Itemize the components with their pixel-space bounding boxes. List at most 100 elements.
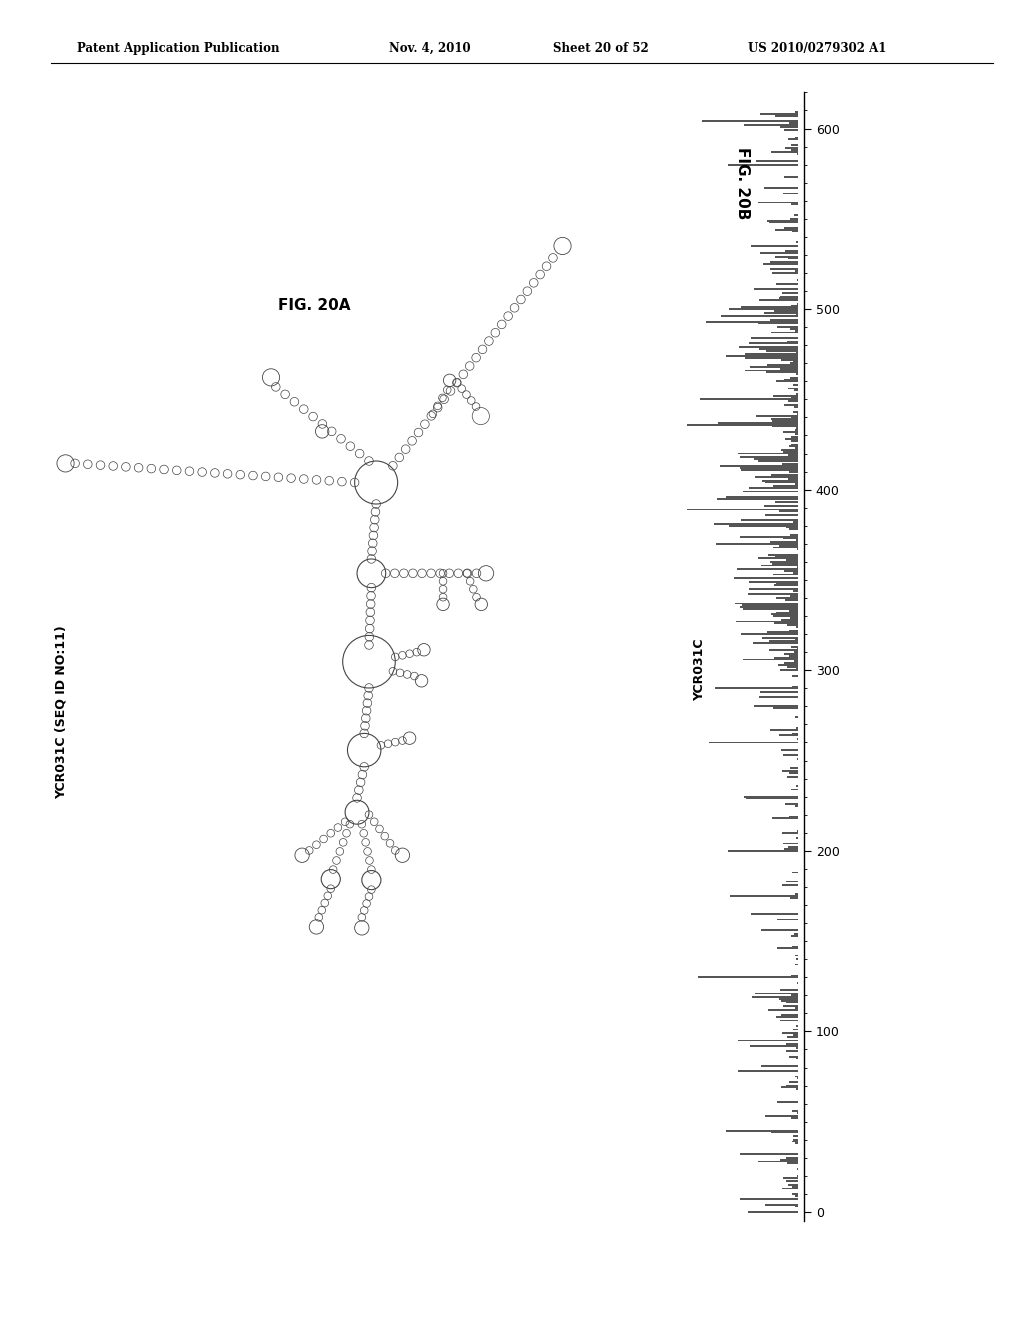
Bar [782, 463, 799, 465]
Bar [773, 708, 799, 709]
Bar [792, 945, 799, 948]
Bar [790, 1081, 799, 1082]
Bar [786, 1051, 799, 1052]
Bar [776, 380, 799, 383]
Bar [770, 561, 799, 562]
Bar [761, 1065, 799, 1067]
Bar [797, 302, 799, 305]
Bar [771, 331, 799, 334]
Bar [749, 581, 799, 582]
Bar [768, 1008, 799, 1011]
Bar [795, 111, 799, 114]
Bar [700, 399, 799, 400]
Bar [788, 388, 799, 389]
Bar [759, 348, 799, 350]
Bar [752, 997, 799, 998]
Bar [795, 1142, 799, 1144]
Bar [793, 871, 799, 874]
Bar [786, 1163, 799, 1164]
Bar [792, 144, 799, 145]
Bar [796, 805, 799, 807]
Bar [765, 513, 799, 516]
Bar [726, 496, 799, 498]
Bar [737, 568, 799, 570]
Bar [742, 609, 799, 610]
Bar [759, 322, 799, 325]
Bar [760, 114, 799, 115]
Bar [746, 797, 799, 800]
Bar [748, 1210, 799, 1213]
Bar [791, 444, 799, 445]
Bar [743, 491, 799, 492]
Bar [797, 958, 799, 960]
Bar [781, 359, 799, 360]
Bar [796, 1026, 799, 1027]
Bar [765, 1204, 799, 1205]
Bar [790, 655, 799, 656]
Bar [783, 754, 799, 756]
Bar [794, 933, 799, 935]
Bar [717, 498, 799, 499]
Bar [749, 589, 799, 590]
Text: FIG. 20A: FIG. 20A [278, 298, 350, 313]
Bar [786, 1156, 799, 1159]
Bar [769, 649, 799, 651]
Bar [758, 557, 799, 560]
Bar [792, 149, 799, 150]
Bar [739, 536, 799, 537]
Bar [764, 506, 799, 507]
Bar [790, 363, 799, 364]
Bar [780, 669, 799, 671]
Bar [792, 685, 799, 688]
Bar [764, 187, 799, 189]
Bar [785, 527, 799, 528]
Bar [793, 590, 799, 591]
Bar [796, 894, 799, 895]
Bar [780, 1159, 799, 1160]
Bar [793, 521, 799, 523]
Bar [797, 1111, 799, 1114]
Bar [783, 129, 799, 131]
Bar [797, 413, 799, 414]
Bar [760, 252, 799, 253]
Bar [745, 354, 799, 355]
Bar [793, 1135, 799, 1137]
Bar [797, 982, 799, 983]
Bar [795, 433, 799, 434]
Bar [796, 639, 799, 640]
Bar [776, 1016, 799, 1018]
Bar [740, 467, 799, 469]
Bar [779, 511, 799, 512]
Bar [751, 913, 799, 915]
Bar [782, 771, 799, 772]
Bar [797, 280, 799, 281]
Bar [796, 393, 799, 395]
Bar [745, 356, 799, 359]
Bar [739, 1199, 799, 1200]
Bar [783, 849, 799, 850]
Bar [738, 1040, 799, 1041]
Bar [795, 1195, 799, 1197]
Bar [772, 272, 799, 273]
Bar [782, 884, 799, 886]
Bar [769, 640, 799, 643]
Bar [788, 1184, 799, 1185]
Bar [792, 1140, 799, 1142]
Bar [768, 554, 799, 556]
Bar [792, 1110, 799, 1111]
Bar [758, 202, 799, 203]
Bar [795, 483, 799, 486]
Bar [776, 597, 799, 599]
Bar [767, 631, 799, 634]
Bar [792, 417, 799, 418]
Bar [783, 430, 799, 433]
Bar [728, 164, 799, 165]
Bar [770, 541, 799, 543]
Bar [779, 1019, 799, 1022]
Bar [774, 585, 799, 586]
Bar [791, 896, 799, 899]
Bar [786, 1085, 799, 1086]
Bar [797, 566, 799, 568]
Bar [792, 675, 799, 677]
Bar [780, 619, 799, 620]
